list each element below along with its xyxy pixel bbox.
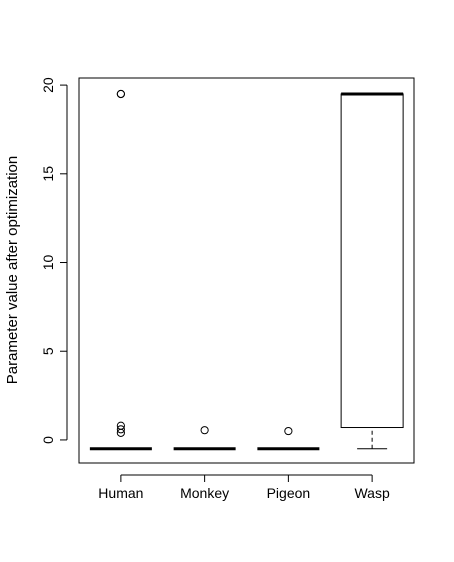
outlier-point [116, 428, 125, 437]
box-monkey [173, 426, 236, 451]
box-human [89, 89, 152, 451]
box-wasp [340, 92, 404, 450]
x-tick-label: Wasp [354, 485, 389, 501]
x-tick-label: Monkey [180, 485, 229, 501]
boxes-layer [89, 89, 404, 451]
outlier-point [116, 89, 125, 99]
plot-frame [78, 77, 415, 464]
x-tick-label: Human [98, 485, 143, 501]
y-tick-label: 15 [40, 166, 56, 182]
y-tick-label: 0 [40, 436, 56, 444]
outlier-point [284, 426, 293, 436]
x-axis: Human Monkey Pigeon Wasp [98, 474, 390, 501]
y-axis: 0 5 10 15 20 [40, 77, 68, 444]
y-tick-label: 10 [40, 255, 56, 271]
box-iqr [340, 93, 404, 429]
outlier-point [200, 426, 209, 435]
y-tick-label: 5 [40, 347, 56, 355]
outlier-point [116, 425, 125, 434]
x-tick-label: Pigeon [267, 485, 311, 501]
y-tick-label: 20 [40, 77, 56, 93]
y-axis-title: Parameter value after optimization [4, 156, 21, 384]
box-pigeon [257, 426, 320, 451]
